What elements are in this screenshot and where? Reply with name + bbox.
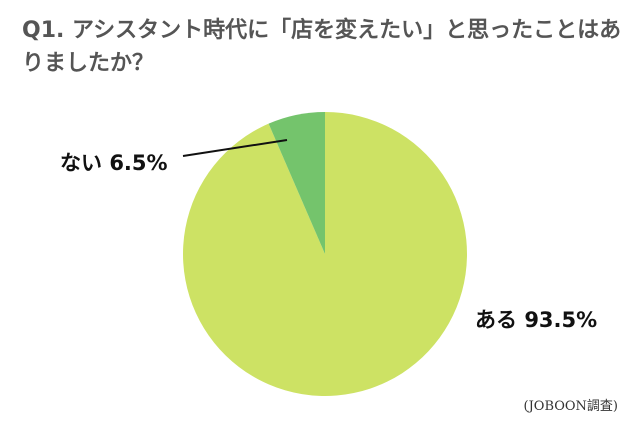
pie-slice-aru <box>183 112 468 397</box>
pie-slice-nai <box>268 112 325 254</box>
slice-name-nai: ない <box>60 151 102 175</box>
slice-label-nai: ない 6.5% <box>60 147 168 177</box>
slice-name-aru: ある <box>475 308 517 332</box>
pie-slices <box>183 112 468 397</box>
chart-title: Q1. アシスタント時代に「店を変えたい」と思ったことはありましたか？ <box>22 18 622 76</box>
source-note: (JOBOON調査) <box>523 399 619 414</box>
slice-label-aru: ある 93.5% <box>475 304 597 334</box>
slice-value-nai: 6.5% <box>109 151 168 175</box>
leader-line-nai <box>182 139 288 157</box>
slice-value-aru: 93.5% <box>524 308 598 332</box>
